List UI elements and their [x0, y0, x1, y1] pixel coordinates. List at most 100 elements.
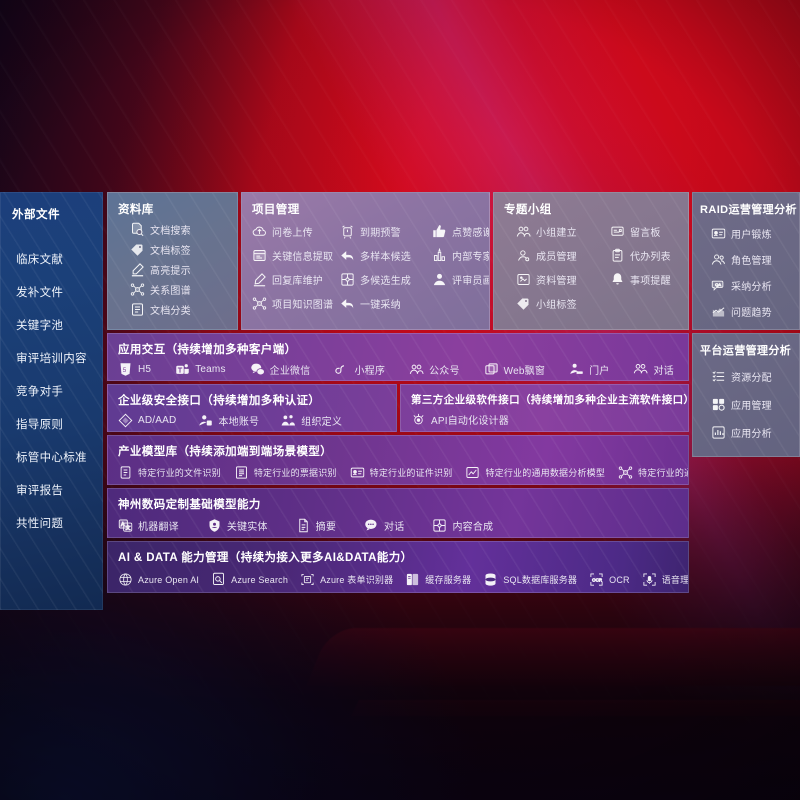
sidebar-item-review-training[interactable]: 审评培训内容	[16, 353, 87, 365]
interaction-item-web-popup[interactable]: Web飘窗	[484, 362, 545, 377]
sidebar-item-common-issues[interactable]: 共性问题	[16, 518, 64, 530]
panels-area: 资料库 文档搜索 文档标签 高亮提示	[107, 192, 800, 610]
aidata-item-form-recognizer[interactable]: Azure 表单识别器	[300, 572, 393, 587]
raid-item-adoption-analysis[interactable]: QA 采纳分析	[711, 278, 799, 293]
model-item-knowledge-graph[interactable]: 特定行业的通用知识图谱模型	[618, 465, 688, 480]
card-dcits-title: 神州数码定制基础模型能力	[118, 499, 261, 511]
interaction-item-portal[interactable]: 门户	[569, 362, 609, 377]
project-item-key-info-extract[interactable]: 关键信息提取	[252, 248, 336, 263]
dcits-item-summary[interactable]: 摘要	[296, 518, 336, 533]
clipboard-icon	[610, 248, 625, 263]
web-popup-icon	[484, 362, 499, 377]
project-item-multi-candidate-gen[interactable]: 多候选生成	[340, 272, 428, 287]
interaction-item-teams[interactable]: Teams	[175, 362, 225, 377]
interaction-item-label: Teams	[195, 364, 226, 375]
team-item-reminder[interactable]: 事项提醒	[610, 272, 688, 287]
security-item-org-define[interactable]: 组织定义	[281, 413, 342, 428]
bell-icon	[610, 272, 625, 287]
api-designer-icon	[411, 412, 426, 427]
security-item-ad-aad[interactable]: AD/AAD	[118, 413, 176, 428]
team-item-todo-list[interactable]: 代办列表	[610, 248, 688, 263]
platform-item-app-analysis[interactable]: 应用分析	[711, 425, 799, 440]
sidebar-item-standards-center[interactable]: 标管中心标准	[16, 452, 87, 464]
aidata-item-azure-search[interactable]: Azure Search	[211, 572, 288, 587]
model-item-receipt-recognition[interactable]: 特定行业的票据识别	[234, 465, 337, 480]
raid-item-user-profile[interactable]: 用户锻炼	[711, 226, 799, 241]
sidebar-item-competitors[interactable]: 竞争对手	[16, 386, 64, 398]
task-list-icon	[711, 369, 726, 384]
project-item-knowledge-graph[interactable]: 项目知识图谱	[252, 296, 336, 311]
card-project-management: 项目管理 问卷上传 到期预警 点赞感谢	[241, 192, 490, 330]
model-item-file-recognition[interactable]: 特定行业的文件识别	[118, 465, 221, 480]
project-item-internal-expert-ranking[interactable]: 内部专家排名	[432, 248, 489, 263]
library-item-doc-tag[interactable]: 文档标签	[130, 242, 237, 257]
chat-bubble-icon	[364, 518, 379, 533]
pen-icon	[252, 272, 267, 287]
dcits-item-dialog[interactable]: 对话	[364, 518, 404, 533]
interaction-item-miniprogram[interactable]: 小程序	[334, 362, 385, 377]
alarm-icon	[340, 224, 355, 239]
model-item-id-recognition[interactable]: 特定行业的证件识别	[350, 465, 453, 480]
interaction-item-h5[interactable]: 5 H5	[118, 362, 151, 377]
library-item-label: 高亮提示	[150, 266, 191, 277]
platform-item-app-management[interactable]: 应用管理	[711, 397, 799, 412]
dashboard-root: 外部文件 临床文献 发补文件 关键字池 审评培训内容 竞争对手 指导原则 标管中…	[0, 192, 800, 612]
project-item-label: 到期预警	[360, 228, 401, 239]
team-item-group-tag[interactable]: 小组标签	[516, 296, 606, 311]
card-raid-analysis: RAID运营管理分析 用户锻炼 角色管理 QA 采纳分析	[692, 192, 800, 330]
interaction-item-dialog[interactable]: 对话	[633, 362, 674, 377]
group-add-icon	[516, 224, 531, 239]
interaction-item-wecom[interactable]: 企业微信	[250, 362, 311, 377]
model-item-data-analysis[interactable]: 特定行业的通用数据分析模型	[465, 465, 605, 480]
summary-doc-icon	[296, 518, 311, 533]
card-team-title: 专题小组	[504, 204, 552, 216]
thirdparty-item-label: API自动化设计器	[431, 416, 509, 427]
aidata-item-speech[interactable]: 语音理解	[642, 572, 688, 587]
project-item-label: 回复库维护	[272, 276, 323, 287]
security-item-local-account[interactable]: 本地账号	[198, 413, 259, 428]
highlight-pen-icon	[130, 262, 145, 277]
interaction-item-official-account[interactable]: 公众号	[409, 362, 460, 377]
aidata-item-sql-database[interactable]: SQL数据库服务器	[483, 572, 577, 587]
project-item-multi-sample-candidate[interactable]: 多样本候选	[340, 248, 428, 263]
platform-item-resource-allocation[interactable]: 资源分配	[711, 369, 799, 384]
message-board-icon	[610, 224, 625, 239]
project-item-thanks-like[interactable]: 点赞感谢	[432, 224, 489, 239]
library-item-relation-graph[interactable]: 关系图谱	[130, 282, 237, 297]
dcits-item-content-synthesis[interactable]: 内容合成	[432, 518, 493, 533]
library-item-highlight[interactable]: 高亮提示	[130, 262, 237, 277]
sidebar-item-keyword-pool[interactable]: 关键字池	[16, 320, 64, 332]
aidata-item-azure-openai[interactable]: Azure Open AI	[118, 572, 199, 587]
project-item-reply-library[interactable]: 回复库维护	[252, 272, 336, 287]
sidebar-item-clinical-literature[interactable]: 临床文献	[16, 254, 64, 266]
graph-network-icon	[130, 282, 145, 297]
platform-item-label: 资源分配	[731, 373, 772, 384]
project-item-one-click-adopt[interactable]: 一键采纳	[340, 296, 428, 311]
team-item-material-management[interactable]: 资料管理	[516, 272, 606, 287]
aidata-item-cache-server[interactable]: 缓存服务器	[405, 572, 471, 587]
thirdparty-item-api-designer[interactable]: API自动化设计器	[411, 412, 509, 427]
library-item-doc-category[interactable]: 文档分类	[130, 302, 237, 317]
file-recognize-icon	[118, 465, 133, 480]
project-item-questionnaire-upload[interactable]: 问卷上传	[252, 224, 336, 239]
raid-item-role-management[interactable]: 角色管理	[711, 252, 799, 267]
team-item-message-board[interactable]: 留言板	[610, 224, 688, 239]
search-doc-icon	[211, 572, 226, 587]
library-item-doc-search[interactable]: 文档搜索	[130, 222, 237, 237]
openai-icon	[118, 572, 133, 587]
raid-item-issue-trend[interactable]: 问题趋势	[711, 304, 799, 319]
library-item-label: 文档分类	[150, 306, 191, 317]
dcits-item-key-entity[interactable]: 关键实体	[207, 518, 268, 533]
dcits-item-label: 机器翻译	[138, 522, 179, 533]
aidata-item-ocr[interactable]: OCR OCR	[589, 572, 630, 587]
project-item-expiry-alert[interactable]: 到期预警	[340, 224, 428, 239]
team-item-member-management[interactable]: 成员管理	[516, 248, 606, 263]
team-item-group-create[interactable]: 小组建立	[516, 224, 606, 239]
aidata-item-label: Azure Open AI	[138, 574, 200, 585]
sidebar-item-review-report[interactable]: 审评报告	[16, 485, 64, 497]
sidebar-item-guidelines[interactable]: 指导原则	[16, 419, 64, 431]
project-item-reviewer-profile[interactable]: 评审员画像	[432, 272, 489, 287]
sidebar-item-supplement-docs[interactable]: 发补文件	[16, 287, 64, 299]
